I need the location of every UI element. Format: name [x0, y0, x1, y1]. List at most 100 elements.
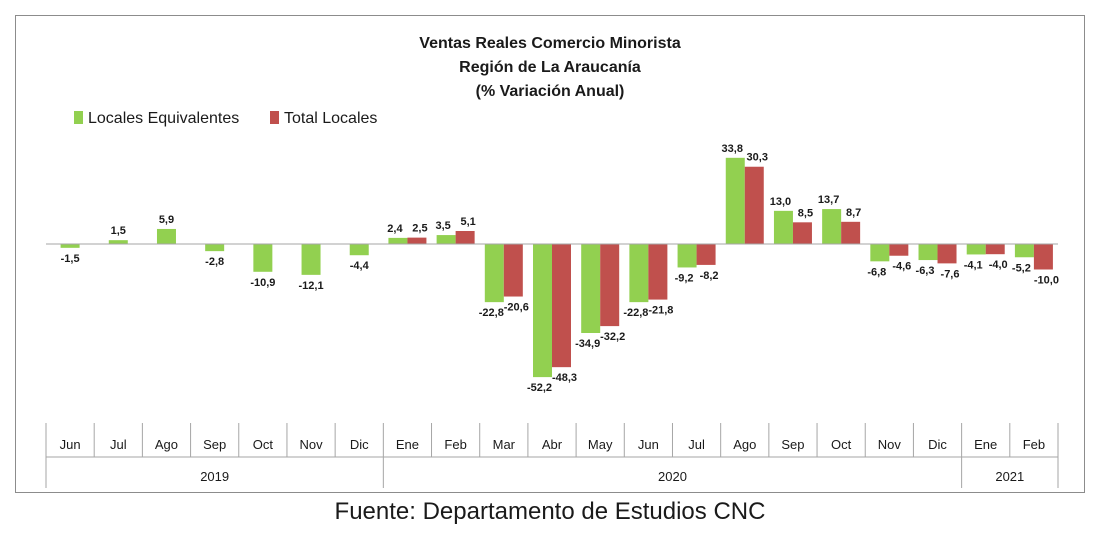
legend-swatch [270, 111, 279, 124]
bar [889, 244, 909, 256]
chart-frame: Ventas Reales Comercio Minorista Región d… [15, 15, 1085, 493]
category-label: Jun [638, 437, 659, 452]
bar [985, 244, 1005, 255]
data-label: 2,5 [412, 223, 427, 235]
chart-title-line: (% Variación Anual) [476, 83, 625, 100]
category-axis: Jun Jul Ago Sep Oct Nov Dic Ene Feb Mar Abr May Jun J… [45, 243, 1059, 488]
category-label: Feb [1023, 437, 1045, 452]
data-label: -9,2 [675, 272, 694, 284]
category-label: Abr [542, 437, 563, 452]
bar [407, 237, 427, 244]
bar [60, 244, 80, 248]
bar [436, 235, 456, 244]
data-label: 8,7 [846, 207, 861, 219]
bar [301, 244, 321, 275]
bar [725, 157, 745, 244]
data-label: 3,5 [435, 220, 450, 232]
bars [60, 157, 1053, 378]
data-label: 13,7 [818, 194, 839, 206]
bar [253, 244, 273, 272]
data-label: 33,8 [722, 143, 743, 155]
category-label: Nov [878, 437, 902, 452]
category-label: Mar [493, 437, 516, 452]
bar [581, 244, 601, 333]
bar [455, 230, 475, 244]
bar [822, 209, 842, 244]
bar [108, 240, 128, 244]
bar [629, 244, 649, 303]
data-label: -8,2 [700, 270, 719, 282]
bar [696, 244, 716, 265]
data-label: -52,2 [527, 382, 552, 394]
category-label: Sep [203, 437, 226, 452]
data-label: -4,6 [892, 261, 911, 273]
data-label: -4,4 [350, 260, 370, 272]
bar [744, 166, 764, 244]
chart-title-line: Ventas Reales Comercio Minorista [419, 35, 681, 52]
bar [533, 244, 552, 378]
category-label: Ene [396, 437, 419, 452]
category-label: Nov [299, 437, 323, 452]
data-labels: -1,5 1,5 5,9 -2,8 -10,9 -12,1 -4,4 2,4 2,5 3,5 5,1… [61, 143, 1059, 394]
bar [156, 228, 176, 244]
bar [349, 244, 369, 256]
year-label: 2020 [658, 469, 687, 484]
category-label: Feb [444, 437, 466, 452]
bar [966, 244, 986, 255]
year-label: 2019 [200, 469, 229, 484]
bar [937, 244, 957, 264]
bar [388, 237, 408, 244]
data-label: -12,1 [299, 280, 324, 292]
data-label: -22,8 [479, 307, 504, 319]
chart-title-line: Región de La Araucanía [459, 59, 641, 76]
data-label: -32,2 [600, 331, 625, 343]
bar [205, 244, 225, 252]
category-label: May [588, 437, 613, 452]
data-label: -1,5 [61, 253, 80, 265]
data-label: -22,8 [623, 307, 648, 319]
category-label: Jul [688, 437, 705, 452]
category-label: Oct [253, 437, 274, 452]
data-label: 13,0 [770, 196, 791, 208]
category-label: Sep [781, 437, 804, 452]
bar [677, 244, 697, 268]
legend-label: Total Locales [284, 110, 377, 127]
chart-title: Ventas Reales Comercio Minorista Región d… [419, 35, 681, 100]
data-label: 8,5 [798, 207, 813, 219]
data-label: -20,6 [504, 302, 529, 314]
category-label: Oct [831, 437, 852, 452]
category-label: Ago [733, 437, 756, 452]
bar [600, 244, 620, 327]
data-label: -10,9 [250, 277, 275, 289]
data-label: 30,3 [747, 152, 768, 164]
bar [503, 244, 523, 297]
data-label: -7,6 [941, 268, 960, 280]
bar-chart: Ventas Reales Comercio Minorista Región d… [45, 35, 1059, 488]
data-label: 5,1 [460, 216, 475, 228]
bar [1014, 244, 1034, 258]
data-label: -21,8 [648, 305, 673, 317]
bar [648, 244, 668, 300]
bar [870, 244, 890, 262]
data-label: 2,4 [387, 223, 403, 235]
data-label: -48,3 [552, 372, 577, 384]
bar [773, 210, 793, 244]
bar [918, 244, 938, 261]
chart-legend: Locales Equivalentes Total Locales [74, 110, 377, 127]
data-label: -5,2 [1012, 262, 1031, 274]
category-label: Ago [155, 437, 178, 452]
category-label: Jun [60, 437, 81, 452]
category-label: Ene [974, 437, 997, 452]
data-label: -4,1 [964, 259, 983, 271]
data-label: -6,3 [916, 265, 935, 277]
data-label: -2,8 [205, 256, 224, 268]
bar [792, 222, 812, 244]
category-label: Dic [928, 437, 947, 452]
category-label: Jul [110, 437, 127, 452]
data-label: 1,5 [111, 225, 126, 237]
data-label: -10,0 [1034, 275, 1059, 287]
bar [1033, 244, 1053, 270]
bar [552, 244, 571, 368]
source-note: Fuente: Departamento de Estudios CNC [334, 498, 766, 525]
year-label: 2021 [995, 469, 1024, 484]
